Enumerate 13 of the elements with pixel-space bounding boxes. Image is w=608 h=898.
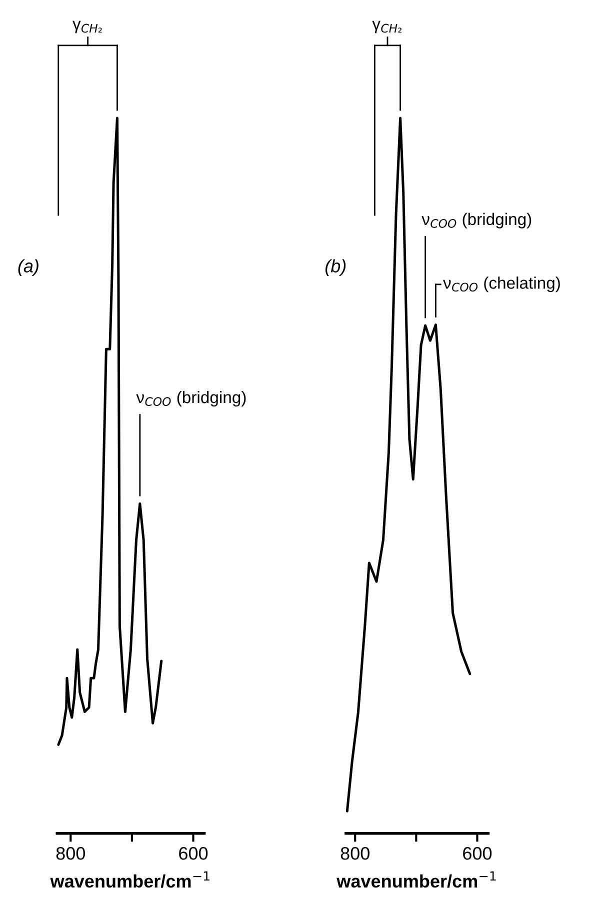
x-tick-label: 800 [340,847,370,860]
annotation: ν$_{COO}$ (bridging) [422,212,532,228]
annotation: ν$_{COO}$ (chelating) [443,276,560,292]
x-tick-label: 600 [463,847,492,860]
x-tick-label: 800 [56,847,85,860]
x-axis-title: wavenumber/cm$^{−1}$ [50,871,210,888]
text: (a) [18,259,38,276]
annotation: ν$_{COO}$ (bridging) [136,390,246,407]
x-axis-title: wavenumber/cm$^{−1}$ [336,871,496,888]
text: (b) [325,259,346,276]
annotation: γ$_{CH₂}$ [372,20,402,34]
annotation: γ$_{CH₂}$ [72,20,102,34]
x-tick-label: 600 [179,847,208,860]
